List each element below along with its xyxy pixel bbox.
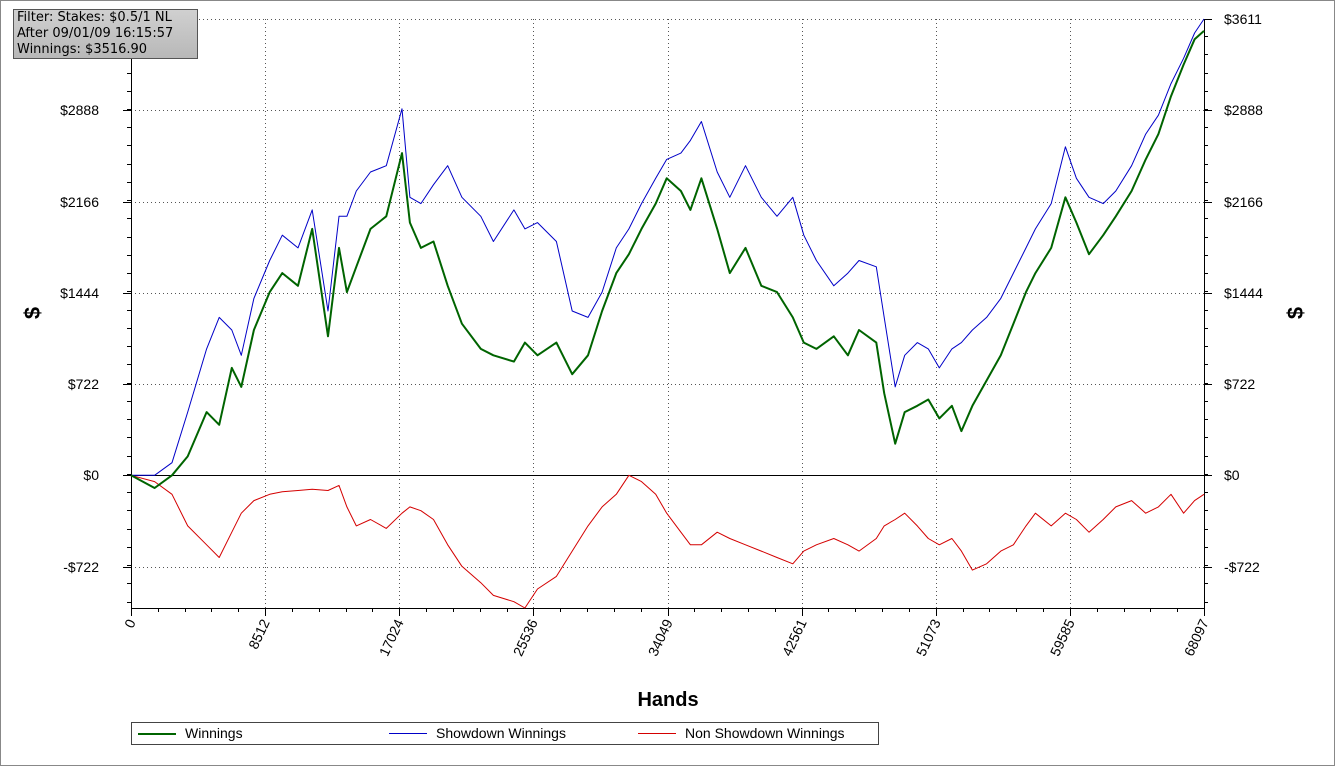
y-tick-label-left: $2888 — [60, 102, 99, 118]
y-tick-label-right: $2166 — [1224, 194, 1263, 210]
y-axis-label-left: $ — [20, 307, 45, 319]
x-axis-label: Hands — [637, 689, 698, 711]
filter-info-box: Filter: Stakes: $0.5/1 NL After 09/01/09… — [13, 9, 198, 59]
y-axis-label-right: $ — [1283, 307, 1308, 319]
filter-date-text: After 09/01/09 16:15:57 — [17, 26, 174, 41]
filter-stakes-text: Filter: Stakes: $0.5/1 NL — [17, 10, 172, 25]
y-tick-label-left: $2166 — [60, 194, 99, 210]
y-tick-label-right: $1444 — [1224, 285, 1263, 301]
legend-label-winnings: Winnings — [185, 725, 243, 741]
y-tick-label-right: $0 — [1224, 467, 1240, 483]
y-tick-label-right: $3611 — [1224, 11, 1262, 27]
series-line-showdown-winnings — [131, 18, 1205, 476]
legend-swatch-non-showdown — [638, 733, 676, 734]
series-lines — [130, 18, 1205, 609]
y-tick-label-right: $722 — [1224, 376, 1255, 392]
y-tick-label-left: $722 — [68, 376, 99, 392]
series-line-winnings — [130, 30, 1205, 489]
y-tick-label-right: -$722 — [1224, 559, 1260, 575]
total-winnings-text: Winnings: $3516.90 — [17, 42, 148, 57]
legend-label-showdown: Showdown Winnings — [436, 725, 566, 741]
y-tick-label-left: $1444 — [60, 285, 99, 301]
grid — [131, 19, 1204, 608]
y-tick-label-left: $0 — [83, 467, 99, 483]
chart-legend: Winnings Showdown Winnings Non Showdown … — [131, 722, 879, 745]
series-line-non-showdown-winnings — [130, 474, 1205, 609]
y-tick-label-left: -$722 — [63, 559, 99, 575]
legend-label-non-showdown: Non Showdown Winnings — [685, 725, 845, 741]
y-tick-label-right: $2888 — [1224, 102, 1263, 118]
legend-swatch-winnings — [138, 733, 176, 735]
legend-swatch-showdown — [389, 733, 427, 734]
